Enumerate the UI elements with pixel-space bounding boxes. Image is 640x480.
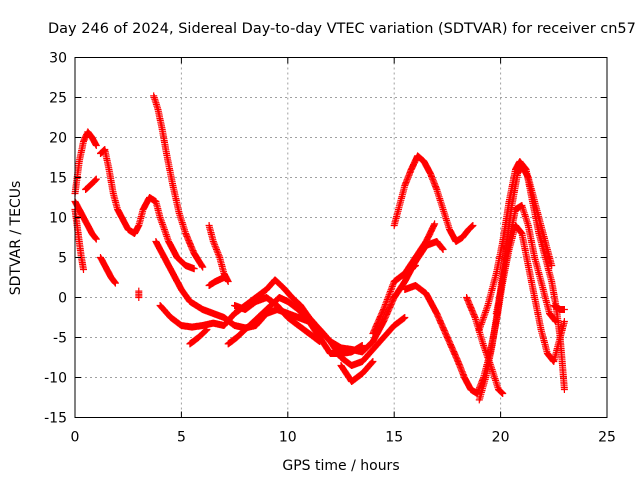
series-track-19 [401,220,439,277]
y-tick-label: 10 [49,211,67,227]
marker-track [475,162,556,404]
data-marks [71,92,568,404]
marker-track [82,175,100,193]
y-tick-label: 20 [49,131,67,147]
marker-track [186,326,211,348]
marker-track [231,294,324,345]
chart-title: Day 246 of 2024, Sidereal Day-to-day VTE… [48,21,636,37]
marker-track [337,358,377,385]
series-track-25 [550,302,568,313]
grid-lines [75,57,607,418]
x-tick-label: 0 [71,430,80,446]
y-tick-label: -15 [44,411,67,427]
series-track-11 [186,326,211,348]
y-tick-label: -10 [44,371,67,387]
marker-track [550,302,568,313]
marker-track [205,222,232,285]
y-tick-label: 5 [58,251,67,267]
marker-track [492,222,568,365]
x-axis-label: GPS time / hours [282,458,399,474]
plot-frame [74,57,608,418]
y-tick-label: 0 [58,291,67,307]
series-track-16 [337,358,377,385]
y-tick-label: 30 [49,51,67,67]
series-track-24 [492,222,568,365]
marker-track [97,254,119,287]
x-tick-label: 15 [385,430,403,446]
series-track-8 [150,92,207,271]
series-track-13 [205,274,228,289]
marker-track [135,287,143,301]
marker-track [150,92,207,271]
series-track-7 [135,287,143,301]
marker-track [205,274,228,289]
y-axis-ticks: -15 -10 -5 0 5 10 15 20 25 30 [44,51,607,427]
series-track-22 [475,162,556,404]
y-tick-label: -5 [53,331,67,347]
series-track-12 [205,222,232,285]
marker-track [401,220,439,277]
series-track-6 [97,254,119,287]
x-axis-ticks: 0 5 10 15 20 25 [71,57,616,446]
series-track-4 [82,175,100,193]
y-axis-label: SDTVAR / TECUs [8,181,24,296]
x-tick-label: 25 [598,430,616,446]
y-tick-label: 25 [49,91,67,107]
series-track-15 [231,294,324,345]
marker-track [97,146,198,273]
marker-track [390,152,477,245]
series-track-5 [97,146,198,273]
y-tick-label: 15 [49,171,67,187]
x-tick-label: 5 [177,430,186,446]
x-tick-label: 20 [492,430,510,446]
x-tick-label: 10 [279,430,297,446]
series-track-18 [390,152,477,245]
